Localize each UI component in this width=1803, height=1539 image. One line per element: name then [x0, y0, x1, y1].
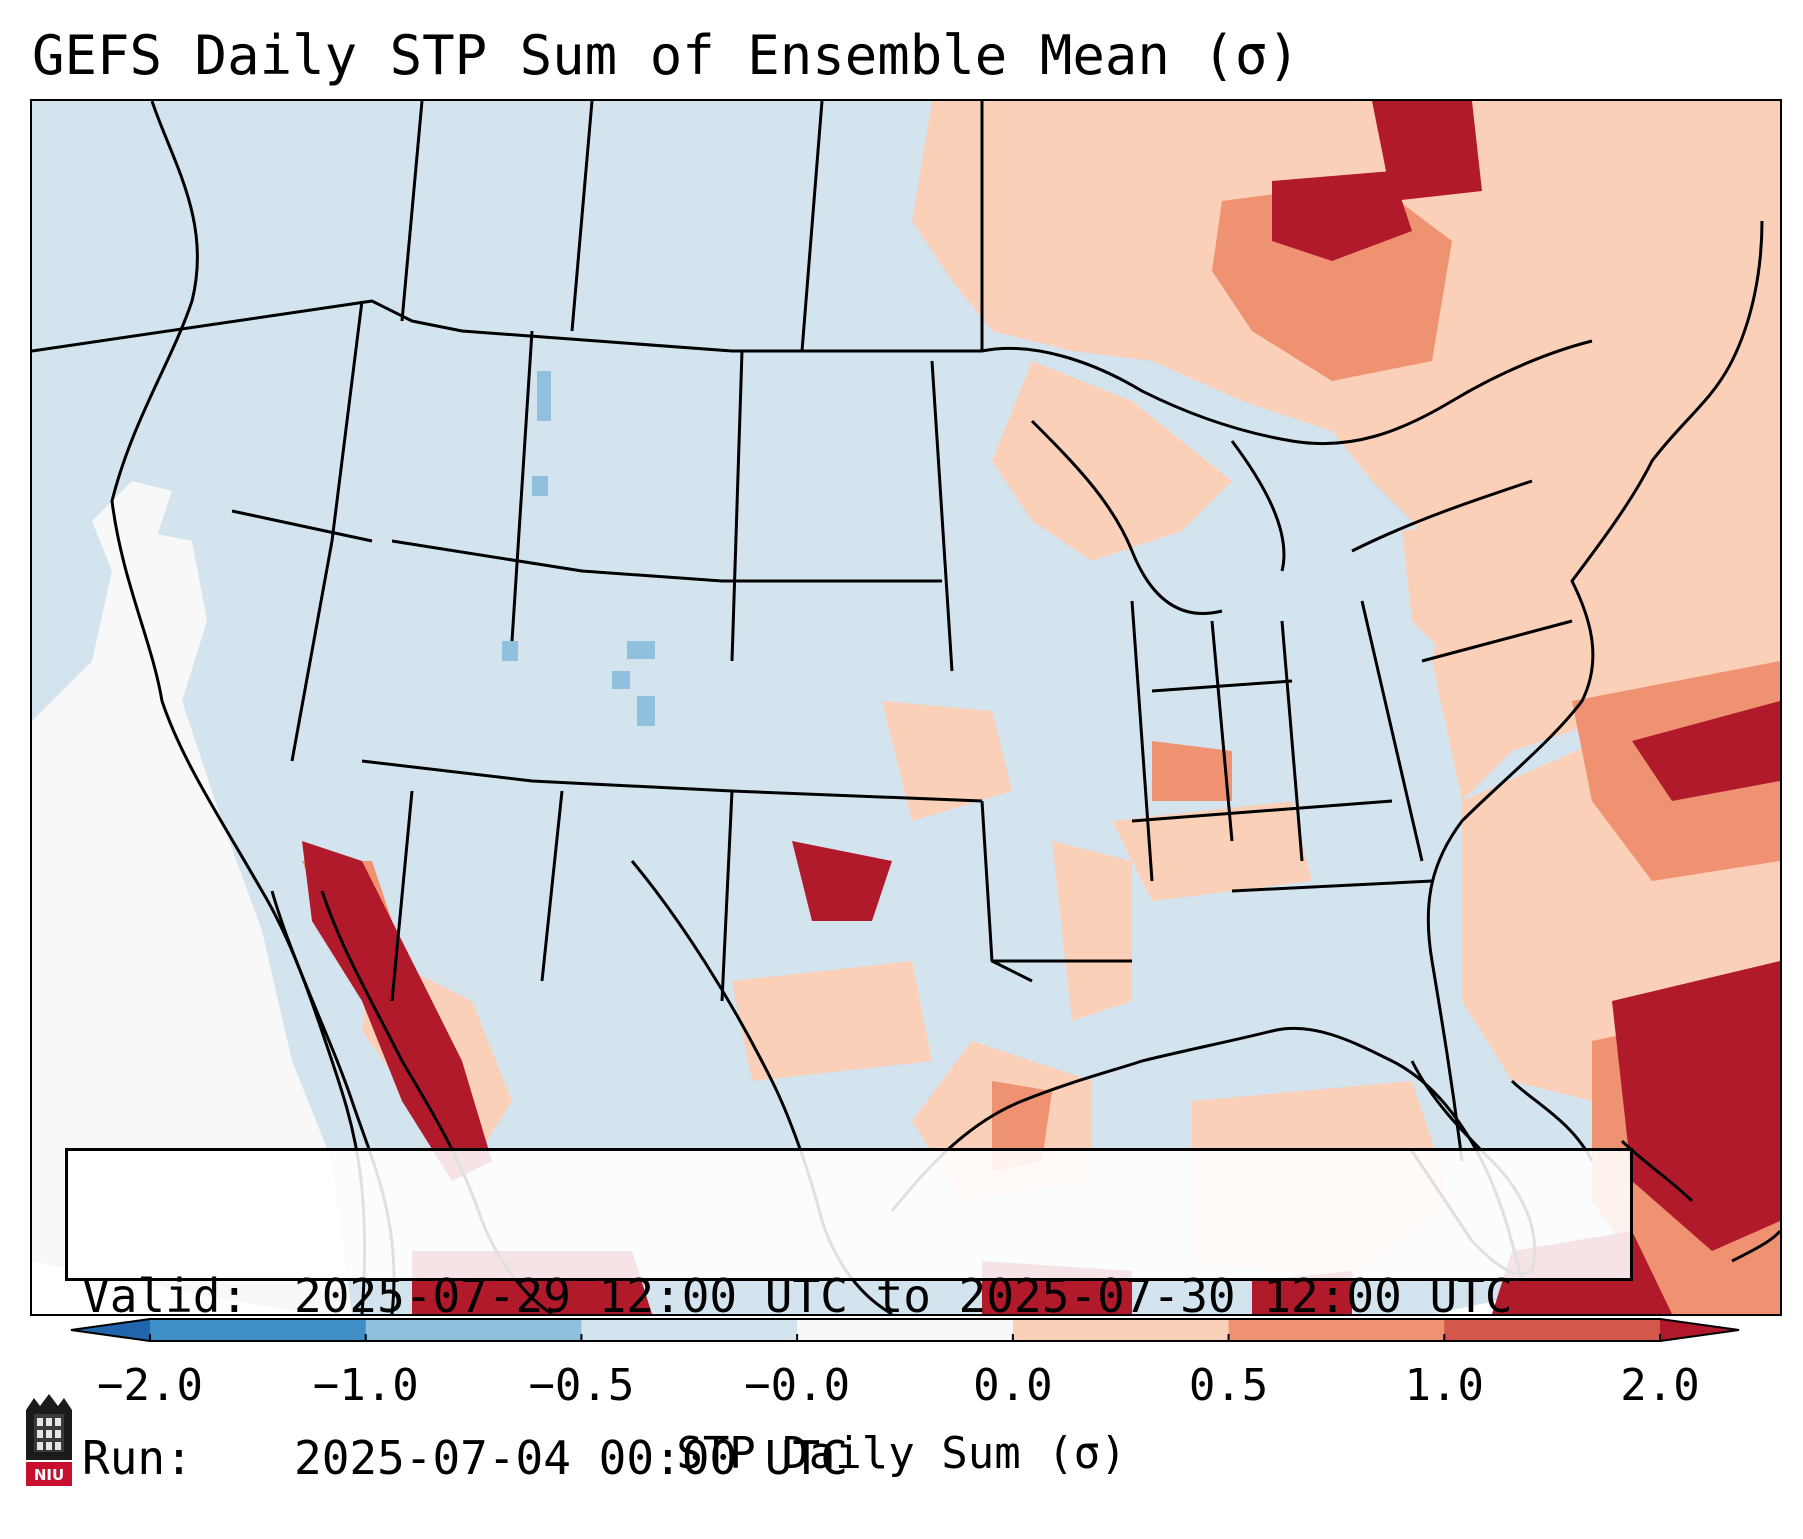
canada-us-border	[32, 299, 982, 353]
colorbar-tick-label: 2.0	[1620, 1360, 1700, 1411]
logo-windows	[37, 1418, 61, 1450]
logo-text: NIU	[34, 1466, 64, 1484]
atlantic-coastline	[1426, 220, 1764, 1162]
kansas-field	[882, 701, 1012, 821]
projection-corner-left	[32, 1261, 312, 1314]
colorbar-tick-label: −0.5	[528, 1360, 635, 1411]
pacific-white-area	[32, 531, 352, 1314]
run-line: Run: 2025-07-04 00:00 UTC	[82, 1431, 1616, 1485]
negative-patch	[537, 371, 551, 421]
colorbar-segment	[150, 1318, 367, 1342]
valid-line: Valid: 2025-07-29 12:00 UTC to 2025-07-30…	[82, 1269, 1616, 1323]
run-value: 2025-07-04 00:00 UTC	[294, 1431, 848, 1485]
mississippi-field	[1052, 841, 1132, 1021]
great-lakes-border	[981, 339, 1593, 446]
colorbar-segment	[365, 1318, 582, 1342]
negative-patch	[627, 641, 655, 659]
colorbar-label: STP Daily Sum (σ)	[676, 1428, 1127, 1479]
negative-patch	[612, 671, 630, 689]
valid-label: Valid:	[82, 1269, 249, 1323]
quebec-high-field	[1272, 171, 1412, 261]
map-svg	[32, 101, 1780, 1314]
negative-patch	[637, 696, 655, 726]
negative-patch	[532, 476, 548, 496]
ms-valley-mid-field	[1152, 741, 1232, 801]
colorbar-tick-label: 0.5	[1188, 1360, 1269, 1411]
lake-michigan	[1030, 419, 1223, 615]
great-lakes-field	[992, 361, 1232, 561]
colorbar-overflow	[1660, 1318, 1740, 1342]
texas-field	[732, 961, 932, 1081]
pennsylvania-field	[1402, 501, 1612, 661]
negative-patch	[502, 641, 518, 661]
atlantic-high-field	[1632, 701, 1780, 801]
boundaries	[32, 101, 1780, 1314]
colorbar-segment	[1228, 1318, 1445, 1342]
colorbar	[70, 1318, 1740, 1342]
map-panel	[30, 99, 1782, 1316]
yucatan-high-field	[1252, 1271, 1352, 1314]
colorbar-segment	[581, 1318, 798, 1342]
university-shield-icon: NIU	[26, 1394, 72, 1486]
colorbar-tick-label: −2.0	[97, 1360, 203, 1411]
negative-light-regions	[502, 371, 655, 726]
baja-high-field	[302, 841, 492, 1181]
canadian-province-borders	[400, 101, 984, 352]
valid-time-box: Valid: 2025-07-29 12:00 UTC to 2025-07-30…	[65, 1148, 1633, 1485]
colorbar-tick-label: −0.0	[744, 1360, 851, 1411]
colorbar-tick-label: −1.0	[312, 1360, 419, 1411]
lake-erie-ontario	[1351, 479, 1533, 553]
colorbar-tick-label: 0.0	[973, 1360, 1053, 1411]
colorbar-segment	[1444, 1318, 1661, 1342]
state-borders	[231, 300, 1573, 1002]
texas-high-field	[792, 841, 892, 921]
colorbar-tick-label: 1.0	[1404, 1360, 1485, 1411]
pacific-coastline	[110, 101, 367, 1314]
colorbar-segment	[797, 1318, 1014, 1342]
valid-value: 2025-07-29 12:00 UTC to 2025-07-30 12:00…	[294, 1269, 1513, 1323]
colorbar-segment	[1012, 1318, 1230, 1342]
colorbar-underflow	[70, 1318, 150, 1342]
labrador-high-field	[1372, 101, 1482, 201]
lake-huron	[1230, 440, 1286, 572]
run-label: Run:	[82, 1431, 193, 1485]
bahamas-high-field	[1612, 961, 1780, 1251]
tennessee-field	[1112, 801, 1312, 901]
page-title: GEFS Daily STP Sum of Ensemble Mean (σ)	[32, 24, 1300, 87]
logo-badge	[26, 1462, 72, 1486]
